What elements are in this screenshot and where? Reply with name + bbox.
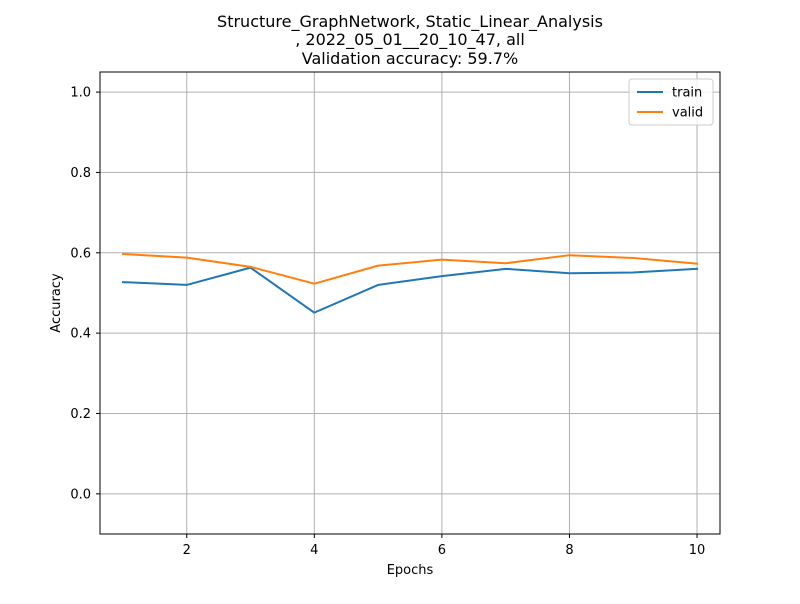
chart-title: Structure_GraphNetwork, Static_Linear_An… [217, 12, 603, 68]
y-tick-label: 0.4 [70, 327, 91, 342]
title-line-2: , 2022_05_01__20_10_47, all [295, 30, 525, 50]
y-tick-label: 0.0 [70, 487, 91, 502]
y-tick-label: 1.0 [70, 86, 91, 101]
y-tick-label: 0.2 [70, 407, 91, 422]
x-tick-label: 6 [438, 543, 446, 558]
y-axis-label: Accuracy [49, 273, 64, 333]
legend-label-valid: valid [672, 106, 703, 121]
legend: train valid [628, 78, 714, 126]
y-tick-label: 0.6 [70, 246, 91, 261]
series-lines [121, 252, 699, 314]
x-axis-label: Epochs [387, 563, 434, 578]
series-line-valid [121, 252, 699, 285]
x-tick-label: 10 [689, 543, 706, 558]
title-line-1: Structure_GraphNetwork, Static_Linear_An… [217, 12, 603, 32]
axis-ticks: 2 4 6 8 10 0.0 0.2 0.4 0.6 0.8 1.0 [70, 86, 705, 558]
x-tick-label: 4 [310, 543, 318, 558]
series-line-train [121, 266, 699, 314]
title-line-3: Validation accuracy: 59.7% [302, 49, 518, 68]
grid [100, 72, 720, 534]
y-tick-label: 0.8 [70, 166, 91, 181]
plot-frame [99, 71, 721, 535]
x-tick-label: 8 [565, 543, 573, 558]
x-tick-label: 2 [183, 543, 191, 558]
legend-box [628, 78, 714, 126]
legend-label-train: train [672, 86, 702, 101]
